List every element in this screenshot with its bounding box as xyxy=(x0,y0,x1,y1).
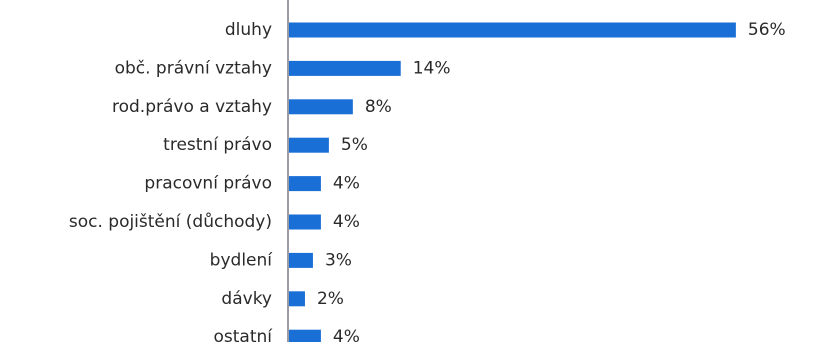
bar-7 xyxy=(289,291,305,307)
category-label-6: bydlení xyxy=(210,250,274,270)
bars-group xyxy=(289,22,736,342)
bar-1 xyxy=(289,60,401,76)
category-labels-group: dluhy obč. právní vztahy rod.právo a vztah… xyxy=(69,20,273,342)
value-label-1: 14% xyxy=(413,58,451,78)
category-label-7: dávky xyxy=(221,289,272,309)
value-label-2: 8% xyxy=(365,97,392,117)
category-label-4: pracovní právo xyxy=(144,174,272,194)
category-label-5: soc. pojištění (důchody) xyxy=(69,212,272,232)
bar-4 xyxy=(289,176,321,192)
value-label-8: 4% xyxy=(333,327,360,342)
value-label-0: 56% xyxy=(748,20,786,40)
category-label-2: rod.právo a vztahy xyxy=(112,97,272,117)
bar-5 xyxy=(289,214,321,230)
bar-0 xyxy=(289,22,736,38)
value-label-3: 5% xyxy=(341,135,368,155)
category-label-3: trestní právo xyxy=(163,135,272,155)
category-label-0: dluhy xyxy=(225,20,272,40)
category-label-1: obč. právní vztahy xyxy=(115,58,272,78)
category-label-8: ostatní xyxy=(213,327,273,342)
bar-8 xyxy=(289,329,321,342)
value-label-6: 3% xyxy=(325,250,352,270)
bar-6 xyxy=(289,252,313,268)
bar-2 xyxy=(289,99,353,115)
value-label-5: 4% xyxy=(333,212,360,232)
value-labels-group: 56% 14% 8% 5% 4% 4% 3% 2% 4% xyxy=(317,20,786,342)
value-label-7: 2% xyxy=(317,289,344,309)
bar-3 xyxy=(289,137,329,153)
value-label-4: 4% xyxy=(333,174,360,194)
